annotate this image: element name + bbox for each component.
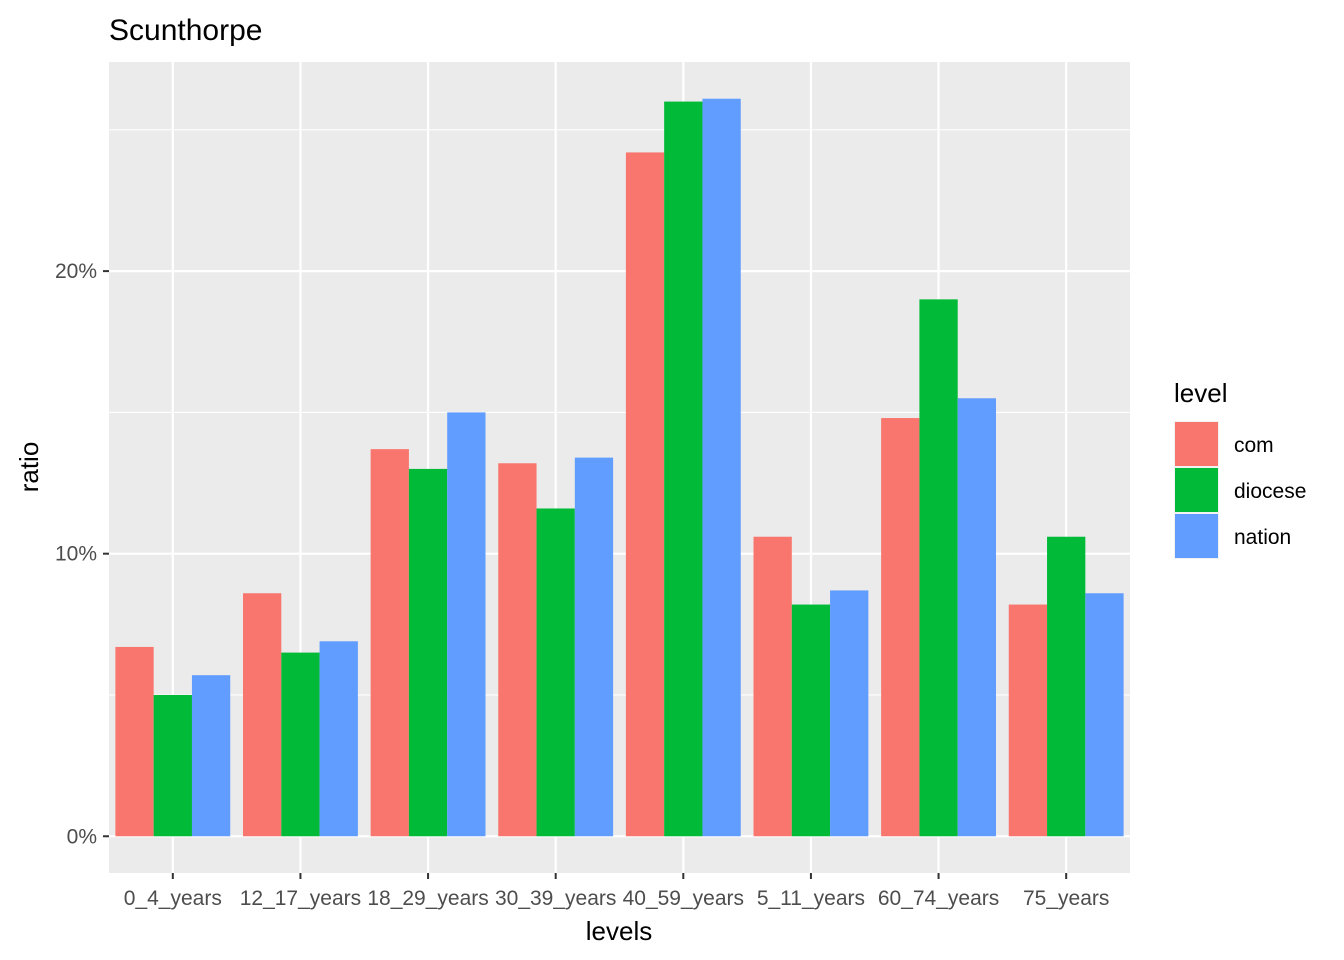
bar-nation bbox=[191, 675, 231, 837]
y-tick-label: 0% bbox=[67, 825, 97, 848]
y-axis-title: ratio bbox=[14, 442, 44, 493]
x-tick-label: 5_11_years bbox=[757, 887, 865, 910]
legend-label-nation: nation bbox=[1234, 526, 1291, 549]
x-tick-label: 40_59_years bbox=[623, 887, 744, 910]
legend-key-com bbox=[1175, 422, 1218, 466]
bar-diocese bbox=[919, 299, 958, 837]
bar-diocese bbox=[281, 652, 320, 837]
x-axis-title: levels bbox=[586, 916, 652, 946]
bar-nation bbox=[830, 590, 869, 837]
bar-nation bbox=[319, 641, 358, 837]
bar-diocese bbox=[536, 508, 575, 837]
x-tick-label: 60_74_years bbox=[878, 887, 999, 910]
bar-com bbox=[753, 536, 792, 837]
bar-nation bbox=[957, 398, 996, 837]
bar-nation bbox=[702, 98, 741, 837]
legend-key-diocese bbox=[1175, 468, 1218, 512]
x-tick-label: 18_29_years bbox=[367, 887, 488, 910]
x-tick-label: 0_4_years bbox=[124, 887, 222, 910]
y-tick-label: 10% bbox=[55, 543, 97, 566]
bars bbox=[115, 98, 1124, 837]
bar-diocese bbox=[791, 604, 831, 837]
x-axis: 0_4_years 12_17_years 18_29_years 30_39_yea… bbox=[124, 873, 1109, 910]
legend-label-diocese: diocese bbox=[1234, 480, 1306, 503]
bar-com bbox=[243, 593, 282, 837]
bar-diocese bbox=[664, 101, 703, 837]
bar-com bbox=[881, 418, 920, 837]
bar-diocese bbox=[408, 468, 448, 837]
bar-com bbox=[115, 646, 154, 837]
legend-title: level bbox=[1174, 378, 1227, 408]
legend-key-nation bbox=[1175, 514, 1218, 558]
bar-nation bbox=[574, 457, 614, 837]
bar-nation bbox=[447, 412, 486, 837]
legend-label-com: com bbox=[1234, 434, 1274, 457]
bar-diocese bbox=[1047, 536, 1086, 837]
bar-diocese bbox=[153, 694, 192, 837]
chart-title: Scunthorpe bbox=[109, 14, 262, 47]
y-tick-label: 20% bbox=[55, 260, 97, 283]
bar-com bbox=[498, 463, 537, 837]
x-tick-label: 30_39_years bbox=[495, 887, 616, 910]
legend: level com diocese nation bbox=[1174, 378, 1306, 559]
bar-nation bbox=[1085, 593, 1124, 837]
y-axis: 0% 10% 20% bbox=[55, 260, 109, 848]
x-tick-label: 12_17_years bbox=[240, 887, 361, 910]
bar-com bbox=[370, 449, 409, 837]
bar-com bbox=[625, 152, 665, 837]
x-tick-label: 75_years bbox=[1023, 887, 1109, 910]
bar-com bbox=[1008, 604, 1048, 837]
